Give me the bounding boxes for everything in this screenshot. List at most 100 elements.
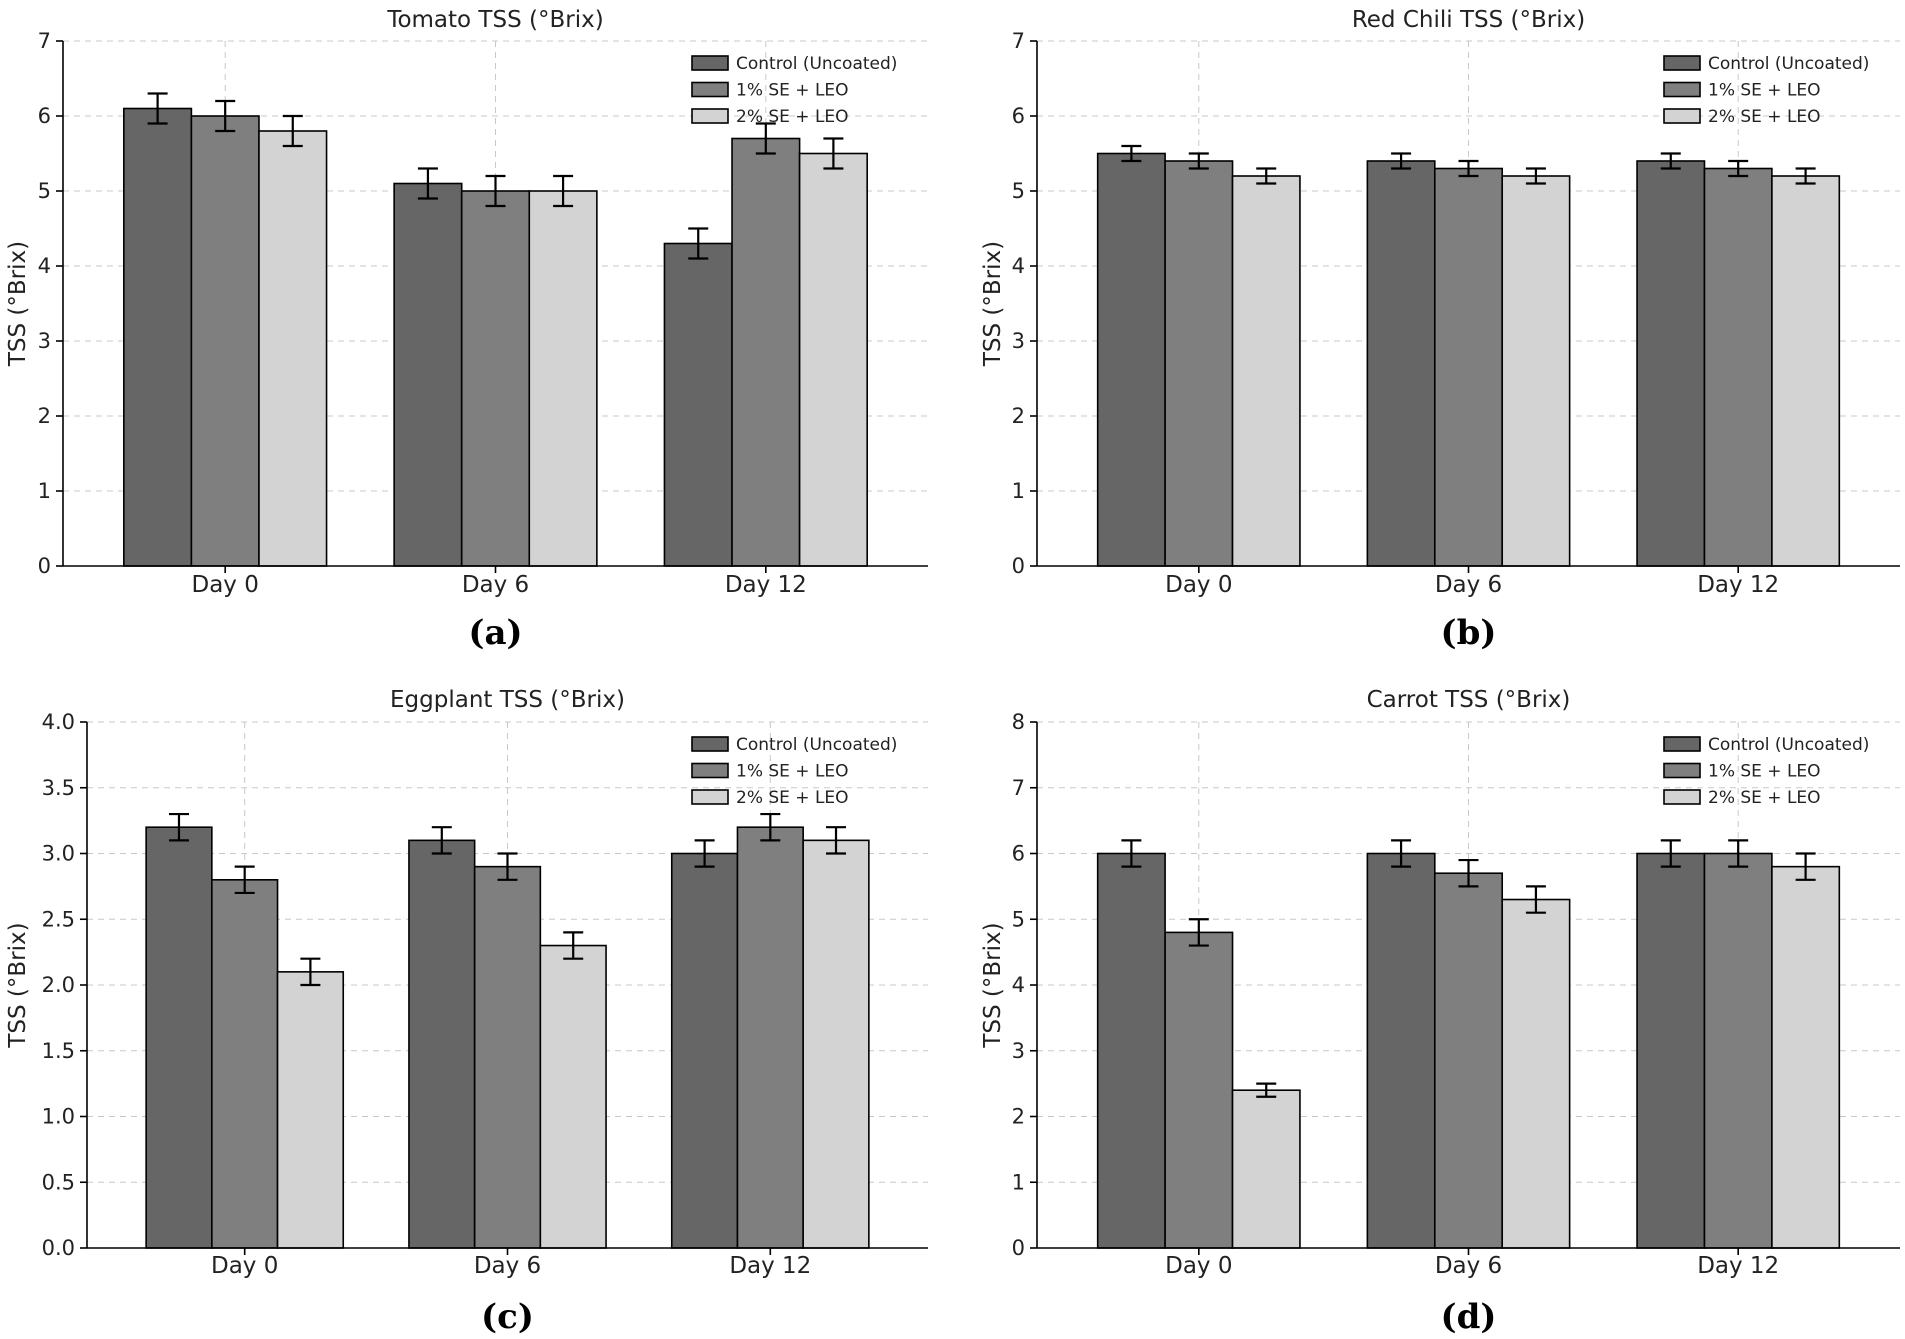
error-bar-control-2	[1660, 152, 1681, 170]
x-tick-label: Day 6	[1435, 1253, 1502, 1279]
legend-swatch-se2	[691, 789, 729, 805]
legend-label-control: Control (Uncoated)	[1708, 54, 1869, 74]
y-tick-label: 2	[1012, 404, 1025, 428]
bar-se1-1	[473, 865, 542, 1249]
error-bar-control-0	[1121, 144, 1142, 163]
legend-swatch-se1	[691, 81, 729, 98]
x-tick-label: Day 0	[192, 572, 259, 598]
error-bar-se2-2	[1795, 852, 1816, 881]
y-tick-label: 1.5	[42, 1039, 75, 1063]
y-tick-label: 2	[38, 404, 51, 428]
x-tick-label: Day 12	[725, 572, 807, 598]
y-tick-label: 1.0	[42, 1105, 75, 1129]
x-tick-label: Day 0	[1165, 572, 1232, 598]
legend-label-se1: 1% SE + LEO	[1708, 81, 1821, 101]
bar-se1-2	[731, 137, 801, 567]
error-bar-control-2	[1660, 839, 1681, 868]
y-tick-label: 1	[38, 479, 51, 503]
bar-control-2	[663, 242, 733, 567]
error-bar-control-1	[417, 167, 438, 200]
error-bar-control-0	[168, 812, 189, 842]
bar-se2-1	[539, 944, 607, 1249]
x-tick-label: Day 12	[1697, 1253, 1779, 1279]
error-bar-se1-0	[1188, 152, 1209, 170]
bar-se1-2	[1703, 167, 1773, 567]
legend-label-se2: 2% SE + LEO	[1708, 107, 1821, 127]
error-bar-control-1	[1391, 152, 1412, 170]
y-tick-label: 3	[38, 329, 51, 353]
legend-swatch-se1	[1663, 762, 1701, 779]
y-tick-label: 1	[1012, 479, 1025, 503]
error-bar-control-2	[688, 227, 709, 260]
legend-label-control: Control (Uncoated)	[736, 54, 897, 74]
legend-swatch-control	[691, 55, 729, 71]
error-bar-se2-0	[1256, 167, 1277, 185]
x-tick-label: Day 6	[1435, 572, 1502, 598]
error-bar-se2-1	[553, 174, 574, 208]
y-axis-label: TSS (°Brix)	[5, 241, 31, 367]
bar-se2-1	[1501, 175, 1571, 567]
legend-swatch-control	[691, 736, 729, 752]
y-tick-label: 7	[1012, 29, 1025, 53]
bar-se2-1	[528, 190, 598, 567]
legend-swatch-se1	[1663, 81, 1701, 98]
legend-label-control: Control (Uncoated)	[1708, 735, 1869, 755]
error-bar-se1-2	[1728, 159, 1749, 178]
y-tick-label: 2.0	[42, 973, 75, 997]
error-bar-se2-0	[282, 114, 303, 148]
y-tick-label: 6	[1012, 842, 1025, 866]
x-tick-label: Day 6	[462, 572, 529, 598]
y-axis-label: TSS (°Brix)	[980, 922, 1006, 1048]
y-tick-label: 7	[38, 29, 51, 53]
bar-se2-2	[1771, 175, 1841, 567]
legend-label-se2: 2% SE + LEO	[1708, 788, 1821, 808]
legend: Control (Uncoated) 1% SE + LEO 2% SE + LEO	[691, 735, 897, 808]
error-bar-se1-1	[485, 174, 506, 208]
legend-swatch-se2	[1663, 108, 1701, 124]
y-tick-label: 2	[1012, 1105, 1025, 1129]
error-bar-se2-0	[1256, 1082, 1277, 1098]
bar-se2-2	[1771, 865, 1841, 1249]
error-bar-control-1	[1391, 839, 1412, 868]
y-tick-label: 4	[1012, 254, 1025, 278]
error-bar-se1-1	[1458, 858, 1479, 888]
chart-panel-c: 0.0 0.5 1.0 1.5 2.0 2.5 3.0 3.5 4.0 Day 0 Day 6 Day…	[5, 687, 928, 1337]
y-tick-label: 7	[1012, 776, 1025, 800]
y-tick-label: 0	[1012, 1236, 1025, 1260]
chart-panel-d: 0 1 2 3 4 5 6 7 8 Day 0 Day 6 Day 12 Carrot TSS (°Br…	[980, 687, 1900, 1337]
y-axis-label: TSS (°Brix)	[5, 922, 31, 1048]
y-tick-label: 4.0	[42, 710, 75, 734]
bar-se2-0	[1231, 175, 1301, 567]
panel-label: (d)	[1441, 1297, 1497, 1337]
y-tick-label: 5	[1012, 179, 1025, 203]
y-tick-label: 6	[1012, 104, 1025, 128]
legend: Control (Uncoated) 1% SE + LEO 2% SE + LEO	[1663, 735, 1869, 808]
error-bar-se2-2	[823, 137, 844, 170]
error-bar-se2-0	[300, 957, 321, 987]
chart-title: Tomato TSS (°Brix)	[386, 7, 603, 33]
chart-panel-a: 0 1 2 3 4 5 6 7 Day 0 Day 6 Day 12 Tomato TSS (°Bri…	[5, 7, 928, 653]
y-axis-label: TSS (°Brix)	[980, 241, 1006, 367]
bar-se1-0	[211, 878, 279, 1249]
legend-swatch-se2	[691, 108, 729, 124]
y-tick-label: 0.0	[42, 1236, 75, 1260]
y-tick-label: 3	[1012, 329, 1025, 353]
error-bar-se1-2	[1728, 839, 1749, 868]
error-bar-se2-1	[563, 931, 584, 960]
error-bar-se1-0	[1188, 918, 1209, 947]
bar-se2-2	[802, 839, 870, 1249]
bar-se1-1	[1433, 872, 1504, 1249]
y-tick-label: 8	[1012, 710, 1025, 734]
legend: Control (Uncoated) 1% SE + LEO 2% SE + LEO	[1663, 54, 1869, 127]
error-bar-se2-1	[1525, 885, 1546, 914]
y-tick-label: 4	[38, 254, 51, 278]
bar-control-0	[123, 107, 193, 567]
bar-control-0	[1096, 152, 1166, 567]
y-tick-label: 5	[1012, 907, 1025, 931]
bar-se2-0	[258, 130, 328, 567]
legend-label-se1: 1% SE + LEO	[736, 81, 849, 101]
bar-se1-2	[736, 826, 804, 1249]
chart-title: Eggplant TSS (°Brix)	[390, 687, 625, 713]
error-bar-control-2	[694, 839, 715, 868]
